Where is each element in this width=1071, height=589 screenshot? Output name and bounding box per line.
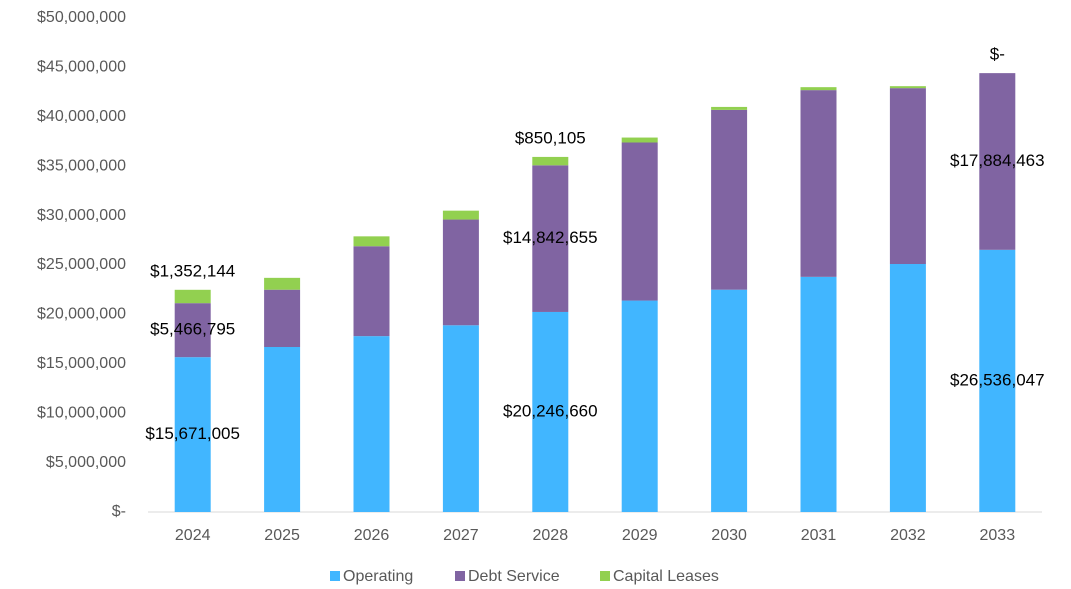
legend-swatch [455, 571, 465, 581]
y-tick-label: $30,000,000 [37, 207, 126, 224]
data-label: $5,466,795 [150, 320, 235, 339]
x-tick-label: 2031 [801, 527, 837, 544]
data-label: $1,352,144 [150, 261, 235, 280]
bar-segment [621, 142, 658, 301]
y-tick-label: $5,000,000 [46, 454, 126, 471]
bar-segment [353, 246, 390, 337]
bar-segment [889, 264, 926, 512]
y-tick-label: $50,000,000 [37, 9, 126, 26]
bar-segment [532, 311, 569, 512]
legend-swatch [330, 571, 340, 581]
bar-segment [621, 137, 658, 143]
bar-segment [889, 88, 926, 265]
y-tick-label: $10,000,000 [37, 404, 126, 421]
x-tick-label: 2027 [443, 527, 479, 544]
data-label: $15,671,005 [145, 424, 240, 443]
x-tick-label: 2026 [354, 527, 390, 544]
data-label: $850,105 [515, 128, 586, 147]
bar-segment [800, 87, 837, 91]
bar-segment [711, 106, 748, 110]
bar-segment [889, 86, 926, 89]
bar-segment [979, 73, 1016, 250]
bar-segment [264, 347, 301, 512]
bar-segment [621, 300, 658, 512]
bar-segment [174, 289, 211, 304]
x-tick-label: 2024 [175, 527, 211, 544]
bar-segment [800, 90, 837, 277]
y-tick-label: $15,000,000 [37, 355, 126, 372]
y-tick-label: $- [112, 503, 126, 520]
legend-swatch [600, 571, 610, 581]
bar-segment [979, 249, 1016, 512]
bar-segment [442, 325, 479, 512]
bar-segment [800, 276, 837, 512]
bar-segment [174, 303, 211, 358]
data-label: $26,536,047 [950, 370, 1045, 389]
x-tick-label: 2029 [622, 527, 658, 544]
bar-segment [711, 289, 748, 512]
data-label: $20,246,660 [503, 401, 598, 420]
bar-segment [442, 210, 479, 220]
y-tick-label: $20,000,000 [37, 306, 126, 323]
y-tick-label: $45,000,000 [37, 59, 126, 76]
data-label: $- [990, 45, 1005, 64]
y-tick-label: $40,000,000 [37, 108, 126, 125]
y-tick-label: $35,000,000 [37, 157, 126, 174]
bar-segment [353, 336, 390, 512]
data-label: $14,842,655 [503, 228, 598, 247]
bar-segment [264, 289, 301, 348]
bar-segment [353, 236, 390, 247]
x-tick-label: 2033 [980, 527, 1016, 544]
x-tick-label: 2025 [264, 527, 300, 544]
bar-segment [264, 277, 301, 290]
legend-label: Debt Service [468, 568, 560, 585]
legend-label: Operating [343, 568, 413, 585]
x-tick-label: 2032 [890, 527, 926, 544]
data-label: $17,884,463 [950, 151, 1045, 170]
bar-segment [442, 219, 479, 326]
x-tick-label: 2030 [711, 527, 747, 544]
x-tick-label: 2028 [533, 527, 569, 544]
bar-segment [532, 156, 569, 166]
bar-segment [711, 109, 748, 290]
y-tick-label: $25,000,000 [37, 256, 126, 273]
bar-segment [174, 357, 211, 512]
bar-segment [532, 165, 569, 312]
legend-label: Capital Leases [613, 568, 719, 585]
